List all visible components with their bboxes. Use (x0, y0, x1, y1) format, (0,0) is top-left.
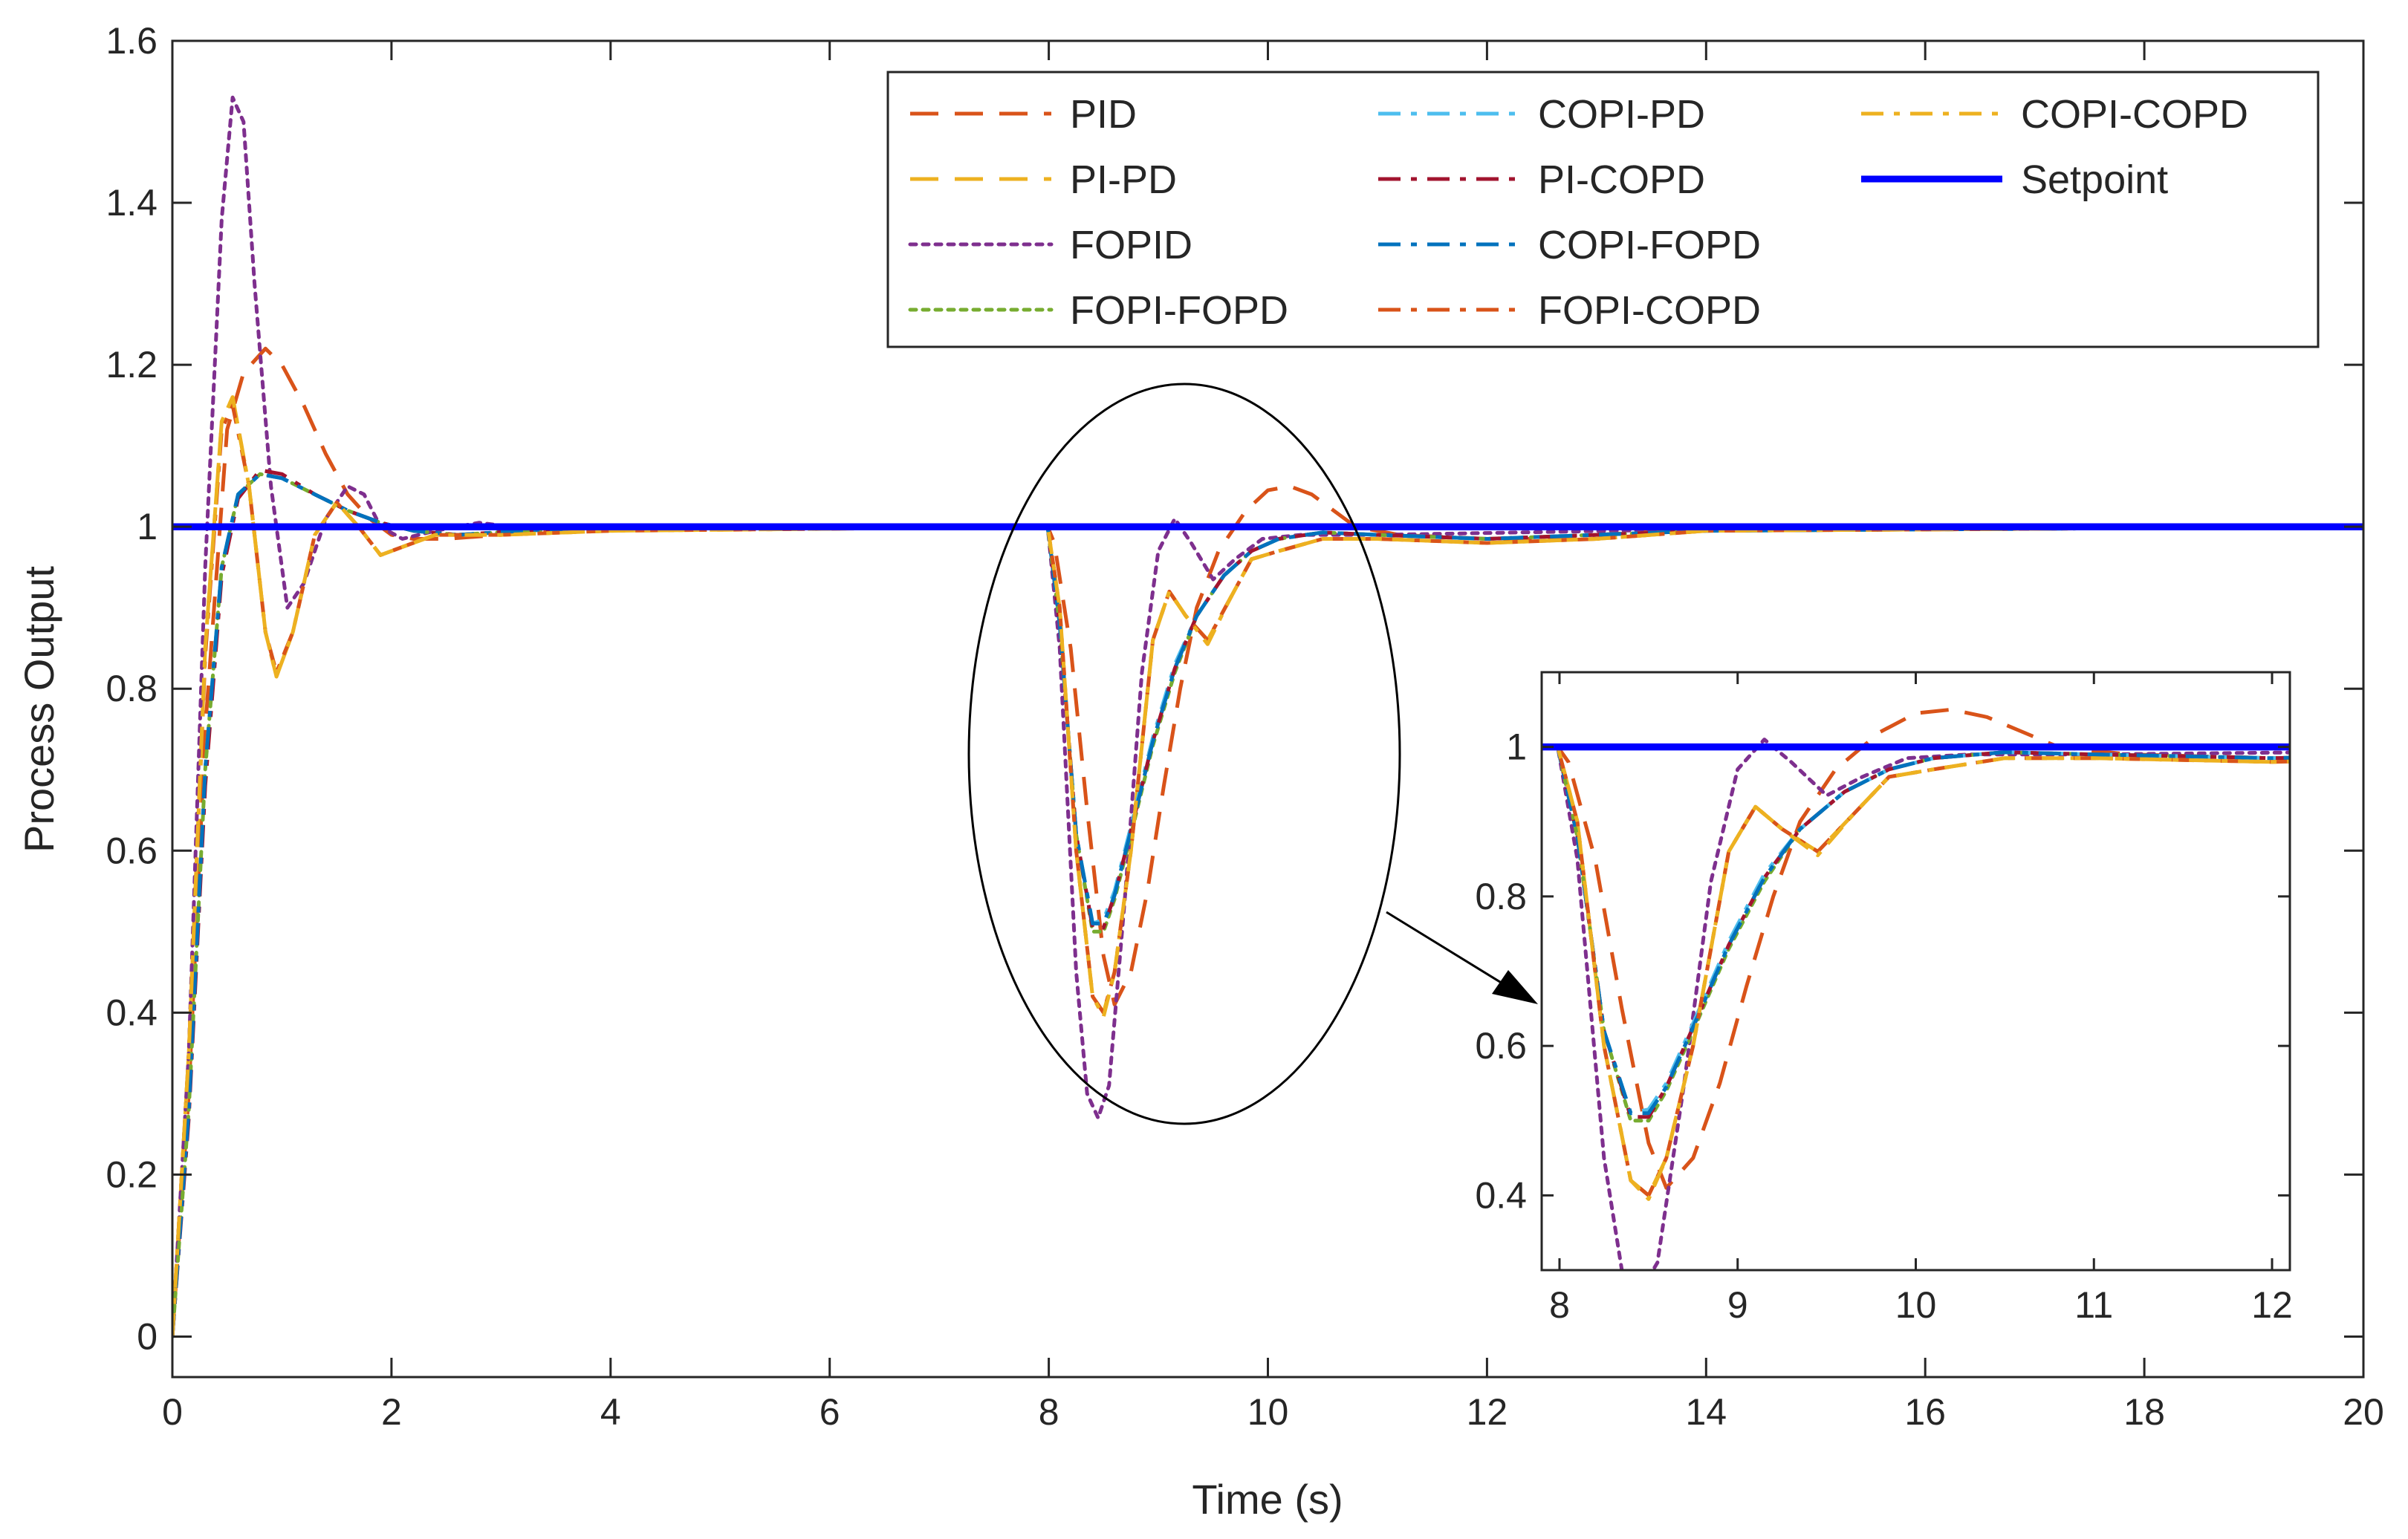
legend: PID PI-PD FOPID FOPI-FOPD COPI-PD PI-COPD COPI… (886, 71, 2320, 348)
x-tick-label: 2 (381, 1391, 402, 1433)
inset-x-tick-label: 9 (1727, 1284, 1748, 1326)
zoom-region-ellipse (967, 383, 1401, 1125)
legend-label-setpoint: Setpoint (2021, 157, 2168, 202)
inset-y-tick-label: 0.4 (1475, 1174, 1527, 1216)
legend-label-pid: PID (1070, 92, 1137, 137)
y-tick-label: 1.2 (106, 344, 158, 385)
inset-y-tick-label: 0.8 (1475, 876, 1527, 917)
x-tick-label: 16 (1904, 1391, 1946, 1433)
zoom-arrow-head (1492, 970, 1538, 1004)
inset-series-pid (1542, 707, 2290, 1190)
x-axis-label: Time (s) (1192, 1476, 1343, 1523)
y-tick-label: 0.4 (106, 992, 158, 1033)
x-tick-label: 8 (1039, 1391, 1059, 1433)
inset-y-tick-label: 1 (1506, 726, 1527, 768)
y-tick-label: 1.4 (106, 182, 158, 224)
inset-y-tick-label: 0.6 (1475, 1025, 1527, 1067)
inset-series-copi-fopd (1542, 745, 2290, 1116)
y-axis-label: Process Output (16, 566, 62, 853)
x-tick-label: 10 (1247, 1391, 1289, 1433)
inset-axis-ticks: 8 9 10 11 12 0.4 0.6 0.8 1 (1475, 672, 2293, 1326)
inset-x-tick-label: 10 (1895, 1284, 1937, 1326)
x-tick-label: 6 (820, 1391, 840, 1433)
legend-label-fopi-fopd: FOPI-FOPD (1070, 288, 1288, 333)
x-tick-label: 14 (1685, 1391, 1727, 1433)
y-tick-label: 0.2 (106, 1154, 158, 1195)
legend-label-copi-fopd: COPI-FOPD (1538, 223, 1761, 267)
series-pid (172, 346, 2363, 1337)
y-tick-label: 0.6 (106, 830, 158, 871)
y-tick-label: 1.6 (106, 20, 158, 62)
legend-label-fopid: FOPID (1070, 223, 1192, 267)
y-tick-label: 1 (137, 506, 158, 547)
series-copi-copd (172, 395, 2363, 1337)
x-tick-label: 20 (2343, 1391, 2384, 1433)
x-tick-label: 12 (1467, 1391, 1508, 1433)
legend-label-pi-pd: PI-PD (1070, 157, 1177, 202)
legend-label-pi-copd: PI-COPD (1538, 157, 1705, 202)
inset-x-tick-label: 8 (1549, 1284, 1570, 1326)
y-tick-label: 0.8 (106, 668, 158, 709)
y-tick-label: 0 (137, 1315, 158, 1357)
x-tick-label: 0 (162, 1391, 183, 1433)
x-tick-label: 4 (600, 1391, 621, 1433)
zoom-arrow-line (1386, 911, 1516, 993)
series-fopid (172, 95, 2363, 1338)
inset-x-tick-label: 11 (2074, 1284, 2113, 1326)
inset-series-fopid (1542, 738, 2290, 1270)
legend-box (886, 71, 2320, 348)
legend-label-copi-copd: COPI-COPD (2021, 92, 2248, 137)
legend-label-fopi-copd: FOPI-COPD (1538, 288, 1761, 333)
inset-series-group (1542, 707, 2290, 1270)
main-series-group (172, 95, 2363, 1338)
legend-label-copi-pd: COPI-PD (1538, 92, 1705, 137)
x-tick-label: 18 (2123, 1391, 2165, 1433)
inset-x-tick-label: 12 (2251, 1284, 2293, 1326)
inset-series-copi-copd (1542, 745, 2290, 1201)
